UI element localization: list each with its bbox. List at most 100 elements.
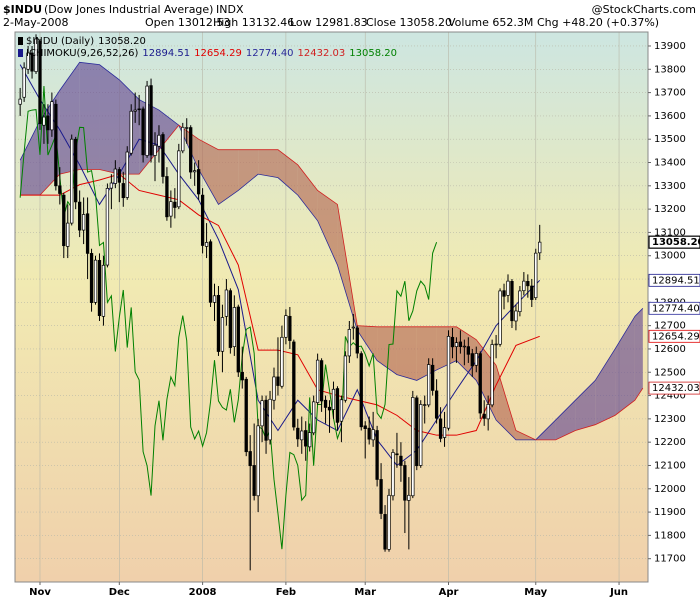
candle-body xyxy=(292,341,296,428)
cloud-segment xyxy=(218,149,239,205)
candle-body xyxy=(446,336,451,429)
candle-body xyxy=(383,514,387,550)
candle-body xyxy=(185,127,189,129)
legend-value: 12894.51 xyxy=(142,48,190,59)
value-tag xyxy=(648,273,700,287)
candle-body xyxy=(189,127,193,173)
y-tick-label: 13500 xyxy=(654,134,686,145)
candle-body xyxy=(153,144,157,156)
candle-body xyxy=(129,110,133,154)
candle-body xyxy=(355,327,359,354)
candle-body xyxy=(530,285,534,300)
candle-body xyxy=(22,67,26,98)
candle-body xyxy=(327,406,332,411)
candle-body xyxy=(117,169,121,183)
candle-body xyxy=(34,38,38,72)
candle-body xyxy=(343,355,348,401)
y-tick-label: 12400 xyxy=(654,391,686,402)
candle-body xyxy=(276,376,280,386)
value-tag-label: 12654.29 xyxy=(652,331,700,342)
y-tick-label: 12300 xyxy=(654,414,686,425)
candle-body xyxy=(411,397,415,497)
candle-body xyxy=(375,430,379,480)
candle-body xyxy=(161,134,165,177)
candle-body xyxy=(224,289,229,317)
candle-body xyxy=(252,465,256,496)
candle-body xyxy=(395,453,399,456)
cloud-segment xyxy=(377,326,397,375)
candle-body xyxy=(208,241,213,303)
quote-stat: Low 12981.83 xyxy=(290,16,368,29)
candle-body xyxy=(514,310,518,322)
candle-body xyxy=(74,138,78,203)
legend-swatch xyxy=(18,37,23,45)
candle-body xyxy=(62,194,66,247)
symbol: $INDU xyxy=(3,3,42,16)
quote-stat: Chg +48.20 (+0.37%) xyxy=(537,16,659,29)
cloud-segment xyxy=(396,326,417,381)
candle-body xyxy=(50,101,54,131)
candle-body xyxy=(137,108,141,111)
candle-body xyxy=(85,213,90,254)
candle-body xyxy=(427,364,431,406)
value-tag xyxy=(648,381,700,395)
candle-body xyxy=(538,241,542,254)
symbol-name: (Dow Jones Industrial Average) xyxy=(44,3,213,16)
candle-body xyxy=(363,425,367,430)
candle-body xyxy=(351,326,355,329)
candle-body xyxy=(518,290,522,313)
x-tick-label: Mar xyxy=(354,587,376,598)
candle-body xyxy=(260,400,264,427)
candle-body xyxy=(181,126,185,152)
candle-body xyxy=(486,404,490,420)
plot-area xyxy=(15,32,648,582)
cloud-segment xyxy=(595,348,616,425)
candle-body xyxy=(335,388,340,423)
candle-body xyxy=(506,280,510,296)
quote-stat: Close 13058.20 xyxy=(366,16,452,29)
candle-body xyxy=(339,399,344,422)
y-tick-label: 13700 xyxy=(654,88,686,99)
candle-body xyxy=(54,103,58,187)
candle-body xyxy=(169,201,173,217)
watermark: @StockCharts.com xyxy=(592,3,696,16)
candle-body xyxy=(204,242,209,247)
candle-body xyxy=(220,317,225,352)
x-tick-label: Dec xyxy=(109,587,130,598)
candle-body xyxy=(232,307,236,347)
candle-body xyxy=(391,452,395,497)
candle-body xyxy=(216,294,221,352)
cloud-segment xyxy=(20,120,40,196)
candle-body xyxy=(288,315,292,341)
y-tick-label: 13000 xyxy=(654,251,686,262)
candle-body xyxy=(121,183,125,199)
candle-body xyxy=(379,479,383,514)
candle-body xyxy=(248,451,252,467)
y-tick-label: 13300 xyxy=(654,181,686,192)
candle-body xyxy=(89,253,94,303)
candle-body xyxy=(26,52,30,70)
candle-body xyxy=(474,353,478,366)
legend-label: $INDU (Daily) xyxy=(26,36,94,47)
candle-body xyxy=(284,315,288,338)
candle-body xyxy=(256,425,260,497)
candle-body xyxy=(81,214,86,231)
candle-body xyxy=(498,290,502,345)
x-tick-label: Nov xyxy=(29,587,51,598)
cloud-segment xyxy=(575,380,596,431)
quote-stat: Volume 652.3M xyxy=(448,16,533,29)
candle-body xyxy=(387,494,391,550)
x-tick-label: Apr xyxy=(439,587,459,598)
candle-body xyxy=(133,109,137,112)
cloud-segment xyxy=(258,149,278,178)
candle-body xyxy=(323,399,328,408)
cloud-segment xyxy=(555,400,576,440)
candle-body xyxy=(46,115,50,131)
candle-body xyxy=(470,353,474,367)
candle-body xyxy=(42,116,46,126)
cloud-segment xyxy=(238,149,259,191)
candle-body xyxy=(173,201,177,208)
candle-body xyxy=(58,185,62,194)
candle-body xyxy=(367,427,371,440)
